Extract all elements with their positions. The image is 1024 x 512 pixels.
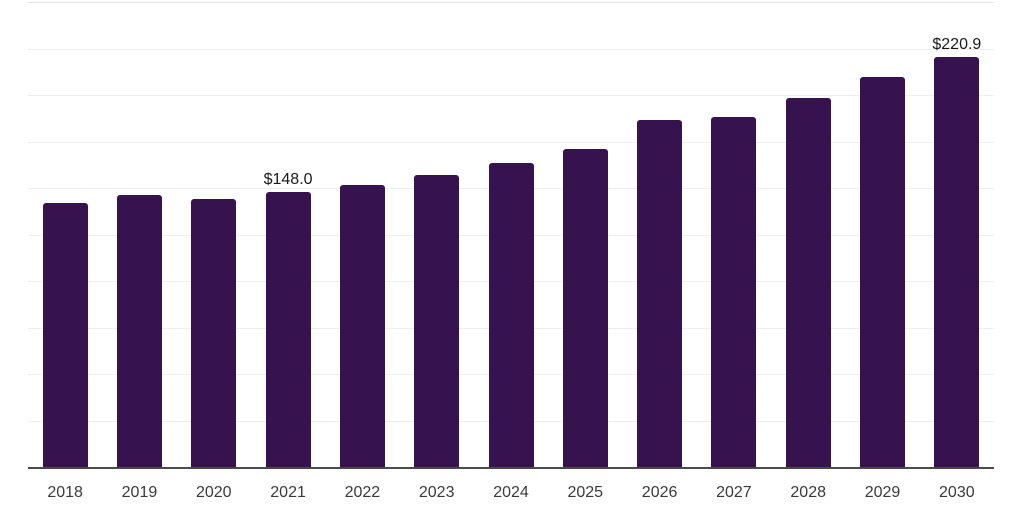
bar-2022 bbox=[339, 184, 385, 468]
x-tick-2028: 2028 bbox=[790, 484, 826, 501]
bar-2020 bbox=[191, 198, 237, 468]
gridline-175 bbox=[28, 141, 994, 143]
bar-2027 bbox=[711, 116, 757, 468]
x-tick-2021: 2021 bbox=[270, 484, 306, 501]
data-label-2021: $148.0 bbox=[263, 171, 313, 189]
x-tick-2018: 2018 bbox=[47, 484, 83, 501]
bar-2025 bbox=[562, 149, 608, 468]
x-tick-2027: 2027 bbox=[716, 484, 752, 501]
x-tick-2022: 2022 bbox=[344, 484, 381, 501]
bar-2024 bbox=[488, 162, 534, 468]
bar-2029 bbox=[860, 77, 906, 468]
x-axis-line bbox=[28, 467, 994, 469]
x-tick-2026: 2026 bbox=[641, 484, 678, 501]
bar-2019 bbox=[116, 194, 162, 468]
gridline-200 bbox=[28, 95, 994, 97]
x-tick-2030: 2030 bbox=[939, 484, 975, 501]
x-tick-2020: 2020 bbox=[195, 484, 232, 501]
bar-2026 bbox=[637, 119, 683, 468]
bar-2028 bbox=[785, 98, 831, 468]
bar-2023 bbox=[414, 174, 460, 468]
gridline-225 bbox=[28, 48, 994, 50]
bar-2030 bbox=[934, 56, 980, 468]
x-tick-2019: 2019 bbox=[121, 484, 158, 501]
bar-2018 bbox=[42, 203, 88, 468]
x-tick-2029: 2029 bbox=[864, 484, 901, 501]
data-label-2030: $220.9 bbox=[932, 35, 982, 53]
gridline-250 bbox=[28, 2, 994, 3]
x-tick-2025: 2025 bbox=[567, 484, 604, 501]
x-tick-2023: 2023 bbox=[418, 484, 455, 501]
x-tick-2024: 2024 bbox=[493, 484, 529, 501]
bar-2021 bbox=[265, 192, 311, 468]
